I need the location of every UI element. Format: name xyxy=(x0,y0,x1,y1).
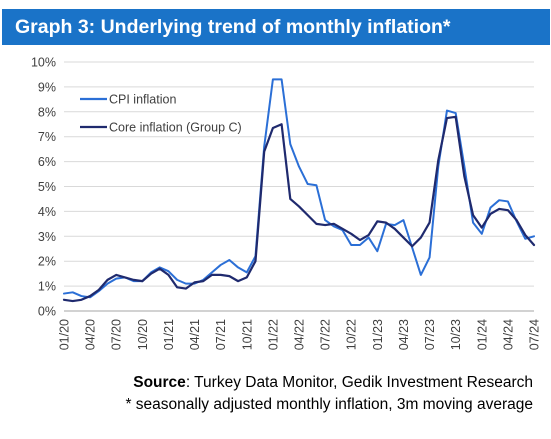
chart-title-bar: Graph 3: Underlying trend of monthly inf… xyxy=(2,9,550,45)
legend-label: CPI inflation xyxy=(109,93,176,107)
x-tick-label: 07/20 xyxy=(110,319,124,350)
y-tick-label: 0% xyxy=(38,305,56,319)
y-tick-label: 4% xyxy=(38,205,56,219)
y-tick-label: 9% xyxy=(38,80,56,94)
inflation-line-chart: 0% 1% 2% 3% 4% 5% 6% 7% 8% 9% 10% 01/20 04/20 07/20 1… xyxy=(31,56,542,351)
chart-title: Graph 3: Underlying trend of monthly inf… xyxy=(15,16,451,38)
y-tick-label: 7% xyxy=(38,130,56,144)
x-tick-label: 07/21 xyxy=(214,319,228,350)
legend-label: Core inflation (Group C) xyxy=(109,121,242,135)
gridlines xyxy=(64,61,534,287)
y-tick-labels: 0% 1% 2% 3% 4% 5% 6% 7% 8% 9% 10% xyxy=(31,56,56,319)
x-tick-label: 01/21 xyxy=(162,319,176,350)
source-label: Source xyxy=(133,374,186,391)
x-tick-label: 07/23 xyxy=(423,319,437,350)
x-tick-label: 01/24 xyxy=(475,319,489,350)
x-tick-label: 10/20 xyxy=(136,319,150,350)
y-tick-label: 1% xyxy=(38,280,56,294)
x-tick-label: 10/21 xyxy=(240,319,254,350)
y-tick-label: 6% xyxy=(38,155,56,169)
y-tick-label: 10% xyxy=(31,56,56,70)
y-tick-label: 2% xyxy=(38,255,56,269)
footnote: * seasonally adjusted monthly inflation,… xyxy=(125,396,533,413)
x-tick-label: 01/22 xyxy=(266,319,280,350)
legend: CPI inflation Core inflation (Group C) xyxy=(80,93,242,135)
x-tick-label: 01/20 xyxy=(58,319,72,350)
x-tick-label: 04/21 xyxy=(188,319,202,350)
x-tick-label: 04/23 xyxy=(397,319,411,350)
x-tick-labels: 01/20 04/20 07/20 10/20 01/21 04/21 07/21 10/21… xyxy=(58,319,542,350)
y-tick-label: 5% xyxy=(38,180,56,194)
source-text: : Turkey Data Monitor, Gedik Investment … xyxy=(185,374,533,391)
x-tick-label: 07/22 xyxy=(319,319,333,350)
source-line: Source: Turkey Data Monitor, Gedik Inves… xyxy=(133,374,533,392)
x-tick-label: 07/24 xyxy=(528,319,542,350)
y-tick-label: 8% xyxy=(38,105,56,119)
x-tick-label: 01/23 xyxy=(371,319,385,350)
x-tick-label: 04/24 xyxy=(501,319,515,350)
core-inflation-line xyxy=(62,115,536,303)
series-lines xyxy=(62,78,536,303)
y-tick-label: 3% xyxy=(38,230,56,244)
x-tick-label: 04/20 xyxy=(84,319,98,350)
x-tick-label: 10/22 xyxy=(345,319,359,350)
x-tick-label: 10/23 xyxy=(449,319,463,350)
x-tick-label: 04/22 xyxy=(293,319,307,350)
